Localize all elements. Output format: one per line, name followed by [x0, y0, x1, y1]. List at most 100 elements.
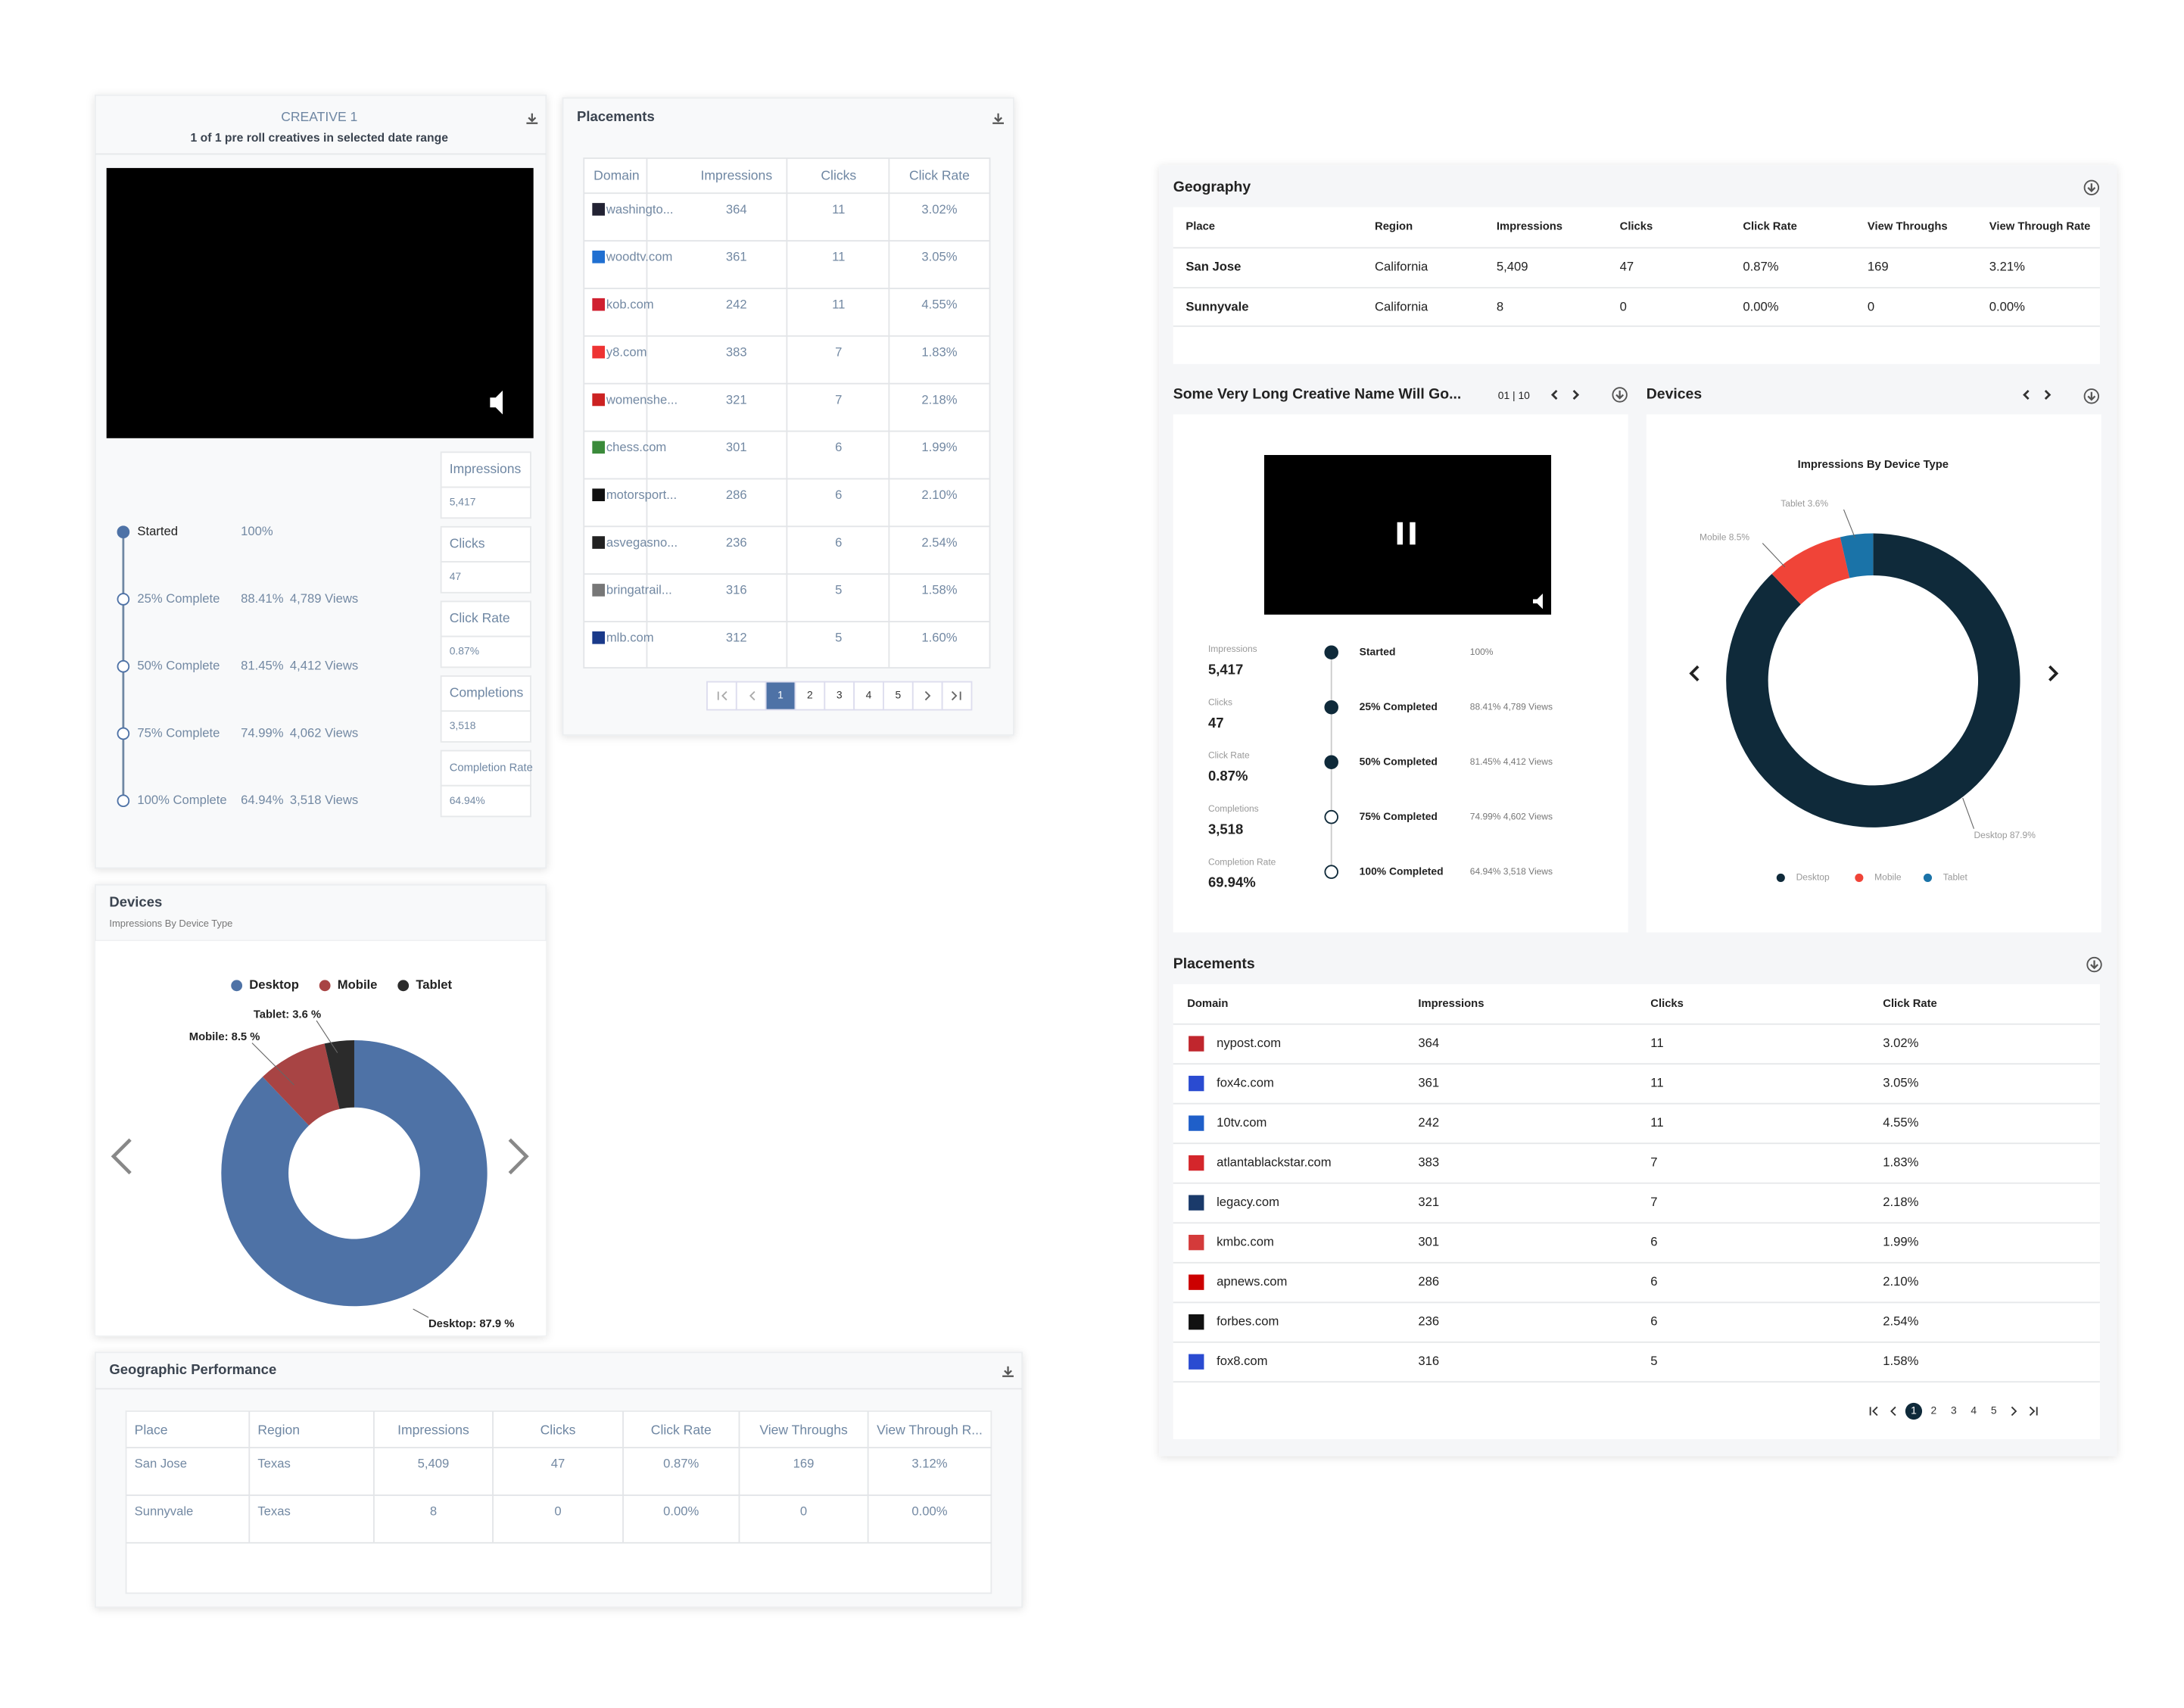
- page-button[interactable]: [824, 681, 855, 711]
- label-leader: [1762, 543, 1786, 568]
- page-button[interactable]: [883, 681, 914, 711]
- metric-value: 5,417: [1208, 662, 1243, 678]
- prev-arrow[interactable]: [111, 1138, 132, 1175]
- next-arrow[interactable]: [2048, 665, 2059, 682]
- page-button[interactable]: [765, 681, 796, 711]
- table-cell: asvegasno...: [606, 535, 678, 550]
- page-number: 2: [1931, 1404, 1937, 1417]
- funnel-label: Started: [1360, 645, 1396, 657]
- card-subtitle: 1 of 1 pre roll creatives in selected da…: [191, 132, 449, 145]
- carousel-arrows[interactable]: [1550, 389, 2052, 400]
- table-cell: 0.00%: [663, 1504, 699, 1519]
- table-cell: 1.58%: [1883, 1354, 1918, 1368]
- table-cell: 2.54%: [921, 535, 957, 550]
- download-icon[interactable]: [2086, 956, 2102, 973]
- slice-label: Mobile: 8.5 %: [189, 1031, 260, 1043]
- funnel-dot: [1324, 700, 1338, 715]
- download-icon[interactable]: [992, 113, 1005, 124]
- column-header: Clicks: [821, 168, 856, 183]
- column-header: View Through Rate: [1989, 220, 2091, 232]
- label-leader: [413, 1308, 429, 1318]
- table-cell: Texas: [257, 1504, 290, 1519]
- table-cell: kob.com: [606, 298, 654, 312]
- funnel-dot: [117, 794, 130, 808]
- panel-title: Some Very Long Creative Name Will Go...: [1173, 386, 1462, 403]
- table-cell: bringatrail...: [606, 583, 672, 597]
- chart-title: Impressions By Device Type: [1798, 459, 1949, 471]
- download-icon[interactable]: [1002, 1366, 1014, 1377]
- next-arrow[interactable]: [508, 1138, 529, 1175]
- funnel-pct: 88.41%: [241, 591, 284, 606]
- funnel-dot: [1324, 755, 1338, 769]
- page-number: 3: [1951, 1404, 1957, 1417]
- table-cell: 0: [554, 1504, 561, 1519]
- column-header: Place: [1185, 220, 1215, 232]
- video-player-right[interactable]: [1263, 454, 1552, 615]
- mute-icon[interactable]: [490, 390, 503, 415]
- legend-label: Tablet: [416, 977, 452, 992]
- site-icon: [592, 251, 605, 263]
- slice-label: Tablet 3.6%: [1781, 498, 1828, 509]
- donut-slice[interactable]: [1840, 533, 1874, 578]
- page-number: 5: [1991, 1404, 1997, 1417]
- donut-slice[interactable]: [221, 1039, 488, 1307]
- table-cell: 364: [726, 202, 747, 217]
- video-player[interactable]: [106, 167, 534, 438]
- prev-arrow[interactable]: [1689, 665, 1700, 682]
- metric-value-box: [440, 710, 531, 743]
- devices-card-right: [1646, 414, 2101, 933]
- download-icon[interactable]: [2083, 179, 2099, 195]
- donut-slice[interactable]: [262, 1043, 340, 1126]
- table-cell: 11: [832, 202, 845, 217]
- metric-label: Completions: [1208, 803, 1259, 814]
- metric-label: Completions: [450, 685, 524, 700]
- card-title: CREATIVE 1: [281, 109, 357, 124]
- legend-label: Desktop: [249, 977, 299, 992]
- table-cell: 1.99%: [921, 440, 957, 454]
- funnel-label: 100% Complete: [137, 793, 226, 807]
- site-icon: [592, 631, 605, 644]
- donut-slice[interactable]: [1771, 537, 1850, 605]
- column-header: Domain: [1187, 998, 1228, 1010]
- funnel-stat: 64.94% 3,518 Views: [1470, 866, 1553, 877]
- table-cell: San Jose: [135, 1457, 187, 1471]
- page-button[interactable]: [794, 681, 826, 711]
- funnel-dot: [117, 593, 130, 606]
- download-icon[interactable]: [2087, 391, 2096, 401]
- download-icon[interactable]: [2087, 183, 2096, 192]
- metric-value: 64.94%: [450, 794, 485, 806]
- table-cell: 383: [1418, 1155, 1439, 1170]
- table-cell: 7: [1650, 1195, 1657, 1209]
- table-cell: 11: [1650, 1115, 1663, 1130]
- table-cell: 6: [1650, 1314, 1657, 1329]
- download-icon[interactable]: [2090, 960, 2098, 970]
- page-nav-icon[interactable]: [1869, 1406, 2038, 1417]
- chart-title: Devices: [109, 894, 162, 910]
- page-nav[interactable]: [706, 681, 737, 711]
- table-cell: 3.05%: [1883, 1075, 1918, 1089]
- page-active[interactable]: [1905, 1402, 1923, 1420]
- download-icon[interactable]: [1612, 387, 1628, 403]
- site-icon: [1189, 1354, 1204, 1370]
- table-cell: fox8.com: [1217, 1354, 1267, 1368]
- slice-label: Desktop: 87.9 %: [428, 1318, 514, 1330]
- table-cell: 0.00%: [1743, 299, 1778, 313]
- metric-value: 3,518: [1208, 821, 1243, 837]
- download-icon[interactable]: [1615, 390, 1625, 400]
- table-cell: 6: [835, 488, 842, 502]
- column-header: Region: [1375, 220, 1413, 232]
- funnel-pct: 81.45%: [241, 659, 284, 673]
- donut-slice[interactable]: [324, 1039, 354, 1109]
- table-cell: 3.12%: [911, 1457, 947, 1471]
- download-icon[interactable]: [2083, 388, 2099, 404]
- download-icon[interactable]: [526, 113, 538, 124]
- funnel-stat: 88.41% 4,789 Views: [1470, 701, 1553, 712]
- table-cell: motorsport...: [606, 488, 677, 502]
- page-number: 1: [1911, 1404, 1917, 1417]
- table-cell: y8.com: [606, 344, 647, 359]
- table-cell: Texas: [257, 1457, 290, 1471]
- page-nav[interactable]: [911, 681, 943, 711]
- table-cell: 169: [1868, 260, 1889, 274]
- legend-swatch: [1855, 873, 1864, 882]
- table-cell: 6: [1650, 1274, 1657, 1289]
